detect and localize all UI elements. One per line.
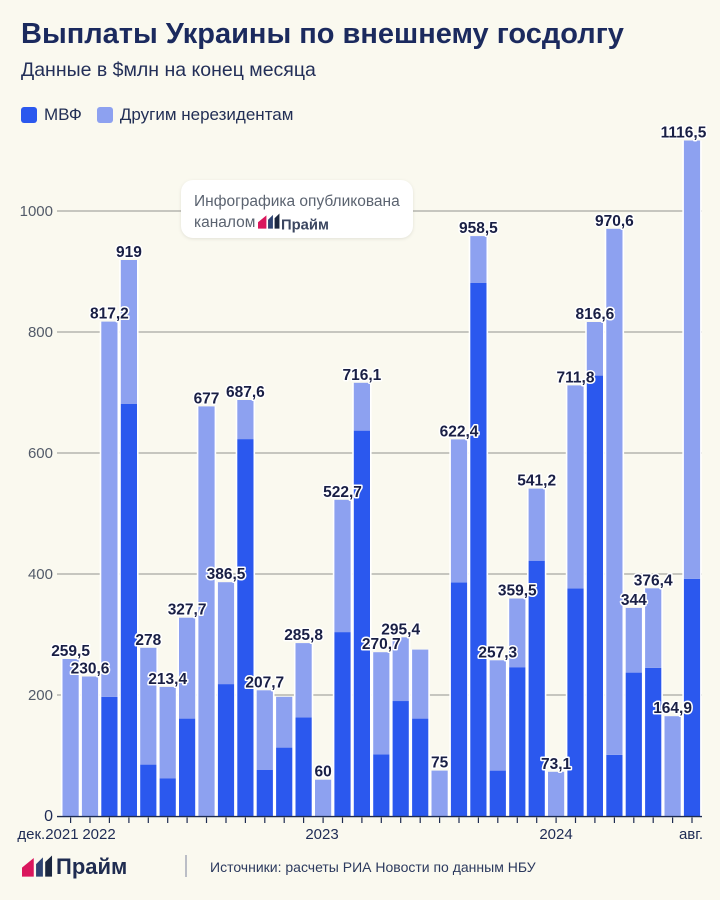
svg-text:716,1: 716,1 (343, 367, 382, 384)
svg-text:2022: 2022 (82, 826, 115, 843)
svg-text:285,8: 285,8 (284, 627, 323, 644)
svg-text:344: 344 (621, 592, 647, 609)
svg-text:200: 200 (28, 687, 53, 704)
svg-text:257,3: 257,3 (478, 644, 517, 661)
svg-text:622,4: 622,4 (440, 423, 479, 440)
svg-text:687,6: 687,6 (226, 384, 265, 401)
svg-text:164,9: 164,9 (653, 700, 692, 717)
svg-text:386,5: 386,5 (207, 566, 246, 583)
svg-text:авг.: авг. (679, 826, 703, 843)
svg-text:213,4: 213,4 (148, 671, 187, 688)
svg-text:376,4: 376,4 (634, 572, 673, 589)
svg-text:2023: 2023 (305, 826, 338, 843)
svg-text:Источники: расчеты РИА Новости: Источники: расчеты РИА Новости по данным… (210, 859, 536, 875)
svg-text:60: 60 (314, 764, 331, 781)
svg-text:327,7: 327,7 (168, 602, 207, 619)
svg-text:295,4: 295,4 (381, 621, 420, 638)
svg-text:207,7: 207,7 (245, 674, 284, 691)
svg-text:230,6: 230,6 (71, 661, 110, 678)
svg-text:677: 677 (194, 390, 220, 407)
svg-text:1116,5: 1116,5 (661, 125, 707, 142)
svg-text:Прайм: Прайм (56, 854, 127, 879)
svg-text:600: 600 (28, 445, 53, 462)
svg-text:541,2: 541,2 (517, 473, 556, 490)
svg-text:270,7: 270,7 (362, 636, 401, 653)
svg-text:800: 800 (28, 324, 53, 341)
svg-text:дек.2021: дек.2021 (17, 826, 78, 843)
svg-text:919: 919 (116, 244, 142, 261)
svg-text:259,5: 259,5 (51, 643, 90, 660)
svg-text:970,6: 970,6 (595, 213, 634, 230)
svg-text:0: 0 (44, 808, 53, 825)
svg-text:816,6: 816,6 (576, 306, 615, 323)
svg-text:1000: 1000 (20, 203, 53, 220)
svg-text:522,7: 522,7 (323, 484, 362, 501)
svg-text:400: 400 (28, 566, 53, 583)
svg-text:Прайм: Прайм (281, 218, 329, 234)
svg-text:958,5: 958,5 (459, 220, 498, 237)
svg-text:75: 75 (431, 755, 449, 772)
svg-text:359,5: 359,5 (498, 583, 537, 600)
svg-text:278: 278 (135, 632, 161, 649)
svg-text:711,8: 711,8 (557, 369, 595, 386)
svg-text:2024: 2024 (539, 826, 572, 843)
svg-text:73,1: 73,1 (541, 756, 572, 773)
svg-text:817,2: 817,2 (90, 306, 129, 323)
